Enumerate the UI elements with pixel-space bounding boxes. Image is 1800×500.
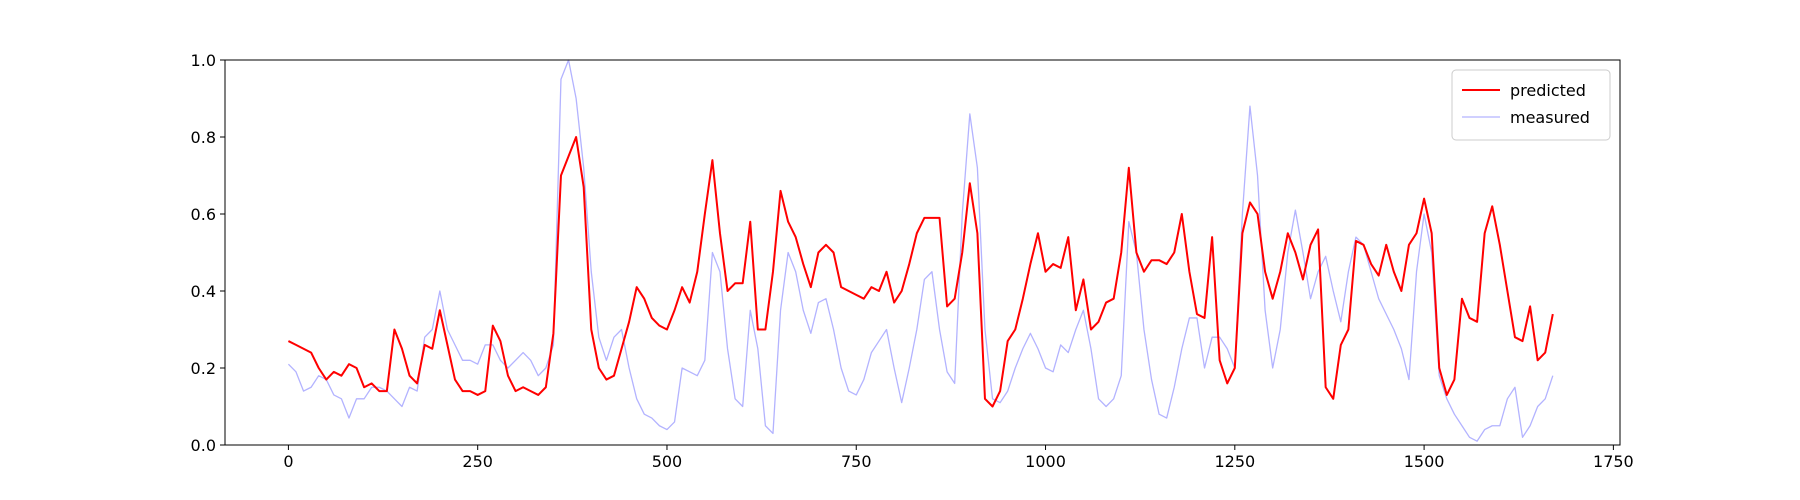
x-tick-label: 250 <box>462 452 493 471</box>
y-tick-label: 0.0 <box>191 436 216 455</box>
y-tick-label: 0.8 <box>191 128 216 147</box>
y-tick-label: 0.2 <box>191 359 216 378</box>
x-tick-label: 750 <box>841 452 872 471</box>
y-tick-label: 0.4 <box>191 282 216 301</box>
x-tick-label: 1000 <box>1025 452 1066 471</box>
x-tick-label: 1750 <box>1593 452 1634 471</box>
y-tick-label: 1.0 <box>191 51 216 70</box>
x-tick-label: 500 <box>652 452 683 471</box>
x-tick-label: 1250 <box>1214 452 1255 471</box>
x-tick-label: 1500 <box>1404 452 1445 471</box>
data-line <box>287 59 1554 442</box>
plot-frame <box>224 59 1621 446</box>
data-line <box>287 136 1554 408</box>
legend-label: predicted <box>1510 81 1586 100</box>
legend-label: measured <box>1510 108 1590 127</box>
legend-box <box>1451 69 1611 141</box>
x-tick-label: 0 <box>283 452 293 471</box>
y-tick-label: 0.6 <box>191 205 216 224</box>
